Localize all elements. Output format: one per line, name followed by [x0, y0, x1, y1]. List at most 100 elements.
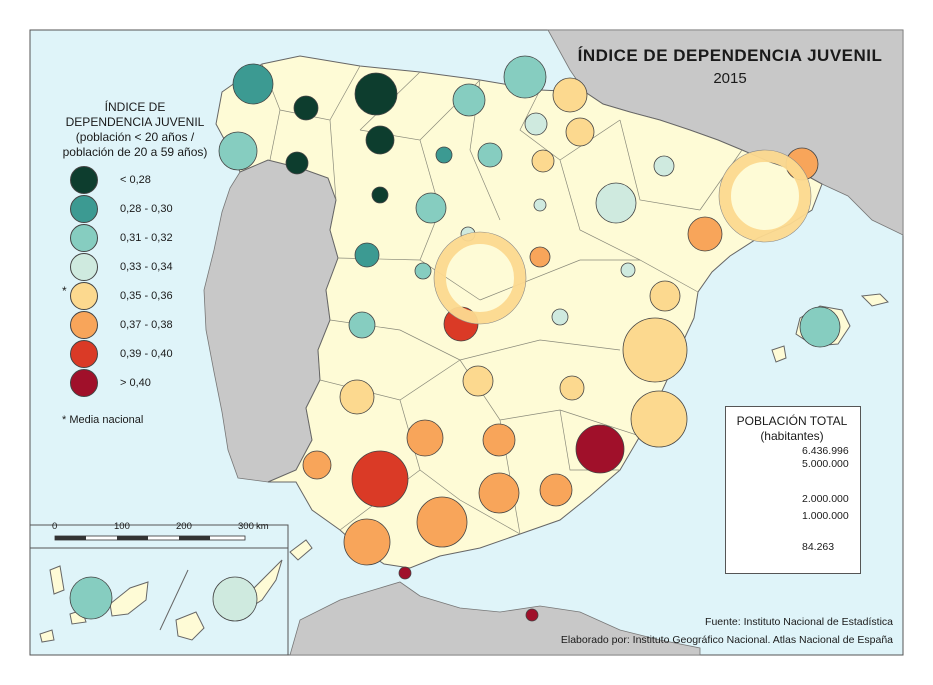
legend-title-line: DEPENDENCIA JUVENIL — [65, 115, 205, 129]
province-circle — [649, 280, 681, 312]
legend-national-note: * Media nacional — [62, 414, 144, 426]
menorca-land — [860, 293, 889, 307]
ibiza-land — [771, 345, 787, 363]
province-circle — [343, 518, 391, 566]
province-circle — [218, 131, 258, 171]
legend-swatch — [70, 340, 98, 368]
province-circle — [302, 450, 332, 480]
scale-tick-label: 300 — [238, 521, 254, 532]
legend-swatch — [70, 195, 98, 223]
spain-land — [215, 55, 823, 569]
scale-bar — [54, 535, 246, 541]
province-circle — [371, 186, 389, 204]
population-legend-label: 84.263 — [802, 540, 835, 553]
province-circle — [354, 72, 398, 116]
province-circle — [533, 198, 547, 212]
province-circle — [351, 450, 409, 508]
legend-label: > 0,40 — [120, 377, 151, 389]
legend-label: 0,37 - 0,38 — [120, 319, 173, 331]
province-circle — [339, 379, 375, 415]
population-legend-label: 2.000.000 — [802, 492, 849, 505]
province-circle — [622, 317, 688, 383]
province-circle — [462, 365, 494, 397]
legend-swatch — [70, 224, 98, 252]
population-legend-title: POBLACIÓN TOTAL (habitantes) — [725, 414, 859, 444]
inset-divider — [159, 569, 189, 631]
province-circle — [565, 117, 595, 147]
province-circle — [348, 311, 376, 339]
province-circle — [452, 83, 486, 117]
province-circle — [620, 262, 636, 278]
province-circle — [559, 375, 585, 401]
province-circle — [575, 424, 625, 474]
province-circle — [285, 151, 309, 175]
scale-tick-label: 100 — [114, 521, 130, 532]
legend-row: 0,37 - 0,38 — [70, 311, 173, 339]
map-title: ÍNDICE DE DEPENDENCIA JUVENIL — [577, 46, 883, 65]
province-borders — [261, 63, 743, 535]
inset-frame-corner — [30, 524, 289, 548]
legend-label: 0,35 - 0,36 — [120, 290, 173, 302]
province-circle — [552, 77, 588, 113]
legend-swatch — [70, 311, 98, 339]
province-circle — [529, 246, 551, 268]
province-circles — [69, 55, 841, 622]
legend-title-line: (población < 20 años / — [75, 130, 195, 144]
legend-title: ÍNDICE DE DEPENDENCIA JUVENIL (población… — [40, 100, 230, 160]
legend-row: 0,35 - 0,36 — [70, 282, 173, 310]
province-circle — [354, 242, 380, 268]
province-circle — [416, 496, 468, 548]
province-circle — [435, 146, 453, 164]
source-note: Fuente: Instituto Nacional de Estadístic… — [705, 616, 893, 628]
province-circle — [551, 308, 569, 326]
map-year: 2015 — [713, 70, 747, 87]
province-ring — [719, 150, 811, 242]
province-circle — [398, 566, 412, 580]
population-legend-label: 6.436.996 — [802, 445, 849, 457]
el-hierro-land — [39, 629, 55, 643]
legend-row: 0,33 - 0,34 — [70, 253, 173, 281]
province-circle — [799, 306, 841, 348]
scale-tick-label: 200 — [176, 521, 192, 532]
province-circle — [630, 390, 688, 448]
scale-unit-label: km — [256, 521, 269, 532]
legend-row: 0,39 - 0,40 — [70, 340, 173, 368]
scale-tick-label: 0 — [52, 521, 58, 532]
province-circle — [415, 192, 447, 224]
la-palma-land — [49, 565, 65, 595]
province-circle — [232, 63, 274, 105]
province-circle — [478, 472, 520, 514]
legend-label: 0,28 - 0,30 — [120, 203, 173, 215]
legend-swatch — [70, 282, 98, 310]
province-ring-outline — [718, 149, 812, 243]
province-circle — [293, 95, 319, 121]
legend-swatch — [70, 166, 98, 194]
province-circle — [524, 112, 548, 136]
population-legend-box — [725, 406, 861, 574]
province-circle — [531, 149, 555, 173]
legend-title-line: población de 20 a 59 años) — [62, 145, 208, 159]
legend-title-line: ÍNDICE DE — [104, 100, 166, 114]
legend-row: < 0,28 — [70, 166, 151, 194]
legend-row: 0,31 - 0,32 — [70, 224, 173, 252]
legend-swatch — [70, 369, 98, 397]
province-circle — [212, 576, 258, 622]
lanzarote-land — [289, 539, 313, 561]
population-legend-title-line: (habitantes) — [760, 429, 824, 443]
legend-row: > 0,40 — [70, 369, 151, 397]
legend-label: 0,33 - 0,34 — [120, 261, 173, 273]
legend-swatch — [70, 253, 98, 281]
province-circle — [653, 155, 675, 177]
credit-note: Elaborado por: Instituto Geográfico Naci… — [560, 634, 893, 646]
province-circle — [477, 142, 503, 168]
province-circle — [482, 423, 516, 457]
tenerife-land — [109, 581, 149, 617]
national-average-mark: * — [62, 284, 67, 298]
province-circle — [365, 125, 395, 155]
province-circle — [503, 55, 547, 99]
legend-label: 0,39 - 0,40 — [120, 348, 173, 360]
province-ring — [434, 232, 526, 324]
legend-row: 0,28 - 0,30 — [70, 195, 173, 223]
